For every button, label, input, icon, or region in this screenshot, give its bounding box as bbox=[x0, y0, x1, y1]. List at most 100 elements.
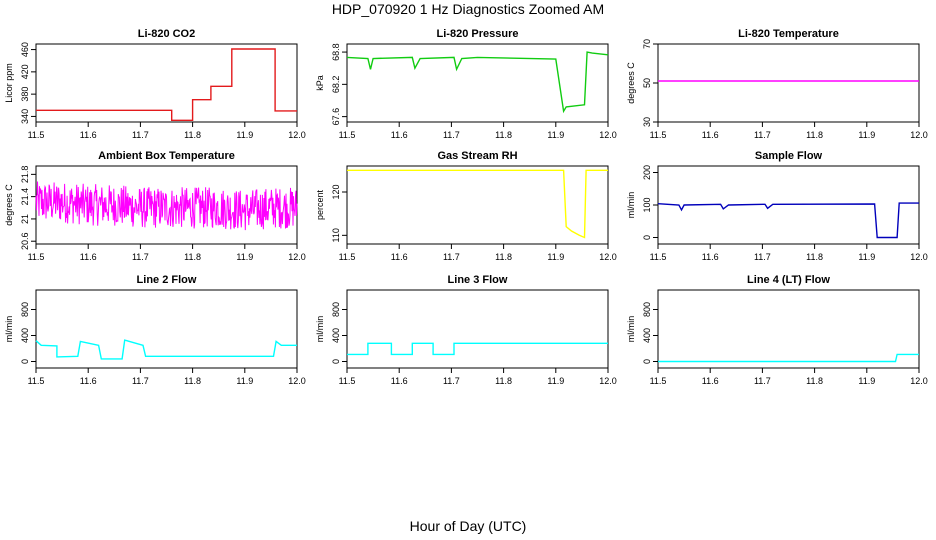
y-tick-label: 0 bbox=[20, 359, 30, 364]
x-tick-label: 11.7 bbox=[754, 130, 771, 140]
y-axis-label: ml/min bbox=[315, 316, 325, 343]
y-tick-label: 21.8 bbox=[20, 166, 30, 184]
x-tick-label: 12.0 bbox=[910, 130, 928, 140]
x-tick-label: 11.9 bbox=[547, 376, 564, 386]
x-tick-label: 11.5 bbox=[650, 130, 667, 140]
series-line bbox=[657, 202, 919, 239]
y-tick-label: 800 bbox=[20, 302, 30, 317]
panel-title: Sample Flow bbox=[755, 150, 823, 162]
x-tick-label: 11.8 bbox=[184, 252, 201, 262]
panel-title: Ambient Box Temperature bbox=[98, 150, 235, 162]
x-tick-label: 11.5 bbox=[28, 376, 45, 386]
y-tick-label: 67.6 bbox=[331, 108, 341, 126]
x-tick-label: 11.8 bbox=[806, 130, 823, 140]
panel-9: Line 4 (LT) Flow 11.5 11.6 11.7 11.8 11.9 12.0… bbox=[626, 274, 928, 386]
x-tick-label: 11.7 bbox=[443, 376, 460, 386]
series-line bbox=[346, 51, 609, 114]
x-tick-label: 11.5 bbox=[28, 130, 45, 140]
y-tick-label: 0 bbox=[331, 359, 341, 364]
plot-frame bbox=[346, 43, 609, 123]
panel-title: Li-820 Pressure bbox=[437, 28, 519, 40]
x-tick-label: 11.9 bbox=[858, 130, 875, 140]
x-tick-label: 12.0 bbox=[910, 376, 928, 386]
y-tick-label: 20.6 bbox=[20, 232, 30, 250]
x-tick-label: 11.5 bbox=[650, 376, 667, 386]
panel-5: Gas Stream RH 11.5 11.6 11.7 11.8 11.9 12.0 110… bbox=[315, 150, 617, 262]
y-axis-label: ml/min bbox=[626, 316, 636, 343]
x-tick-label: 11.7 bbox=[754, 376, 771, 386]
plot-frame bbox=[346, 165, 609, 245]
x-tick-label: 11.9 bbox=[547, 130, 564, 140]
x-tick-label: 11.6 bbox=[702, 130, 719, 140]
panel-3: Li-820 Temperature 11.5 11.6 11.7 11.8 11.9 12… bbox=[626, 28, 928, 140]
y-tick-label: 100 bbox=[642, 197, 652, 212]
panel-2: Li-820 Pressure 11.5 11.6 11.7 11.8 11.9 12.0 6… bbox=[315, 28, 617, 140]
x-tick-label: 11.6 bbox=[702, 252, 719, 262]
x-tick-label: 11.7 bbox=[754, 252, 771, 262]
panel-4: Ambient Box Temperature 11.5 11.6 11.7 11.8 1… bbox=[4, 150, 306, 262]
series-line bbox=[658, 353, 919, 363]
x-tick-label: 11.6 bbox=[391, 376, 408, 386]
y-tick-label: 0 bbox=[642, 235, 652, 240]
y-axis-label: degrees C bbox=[4, 184, 14, 226]
y-tick-label: 21 bbox=[20, 214, 30, 224]
x-axis-caption: Hour of Day (UTC) bbox=[409, 518, 527, 534]
y-tick-label: 50 bbox=[642, 78, 652, 88]
y-tick-label: 0 bbox=[642, 359, 652, 364]
x-tick-label: 11.5 bbox=[339, 376, 356, 386]
panel-title: Line 2 Flow bbox=[137, 274, 197, 286]
x-tick-label: 11.6 bbox=[80, 252, 97, 262]
x-tick-label: 11.9 bbox=[858, 376, 875, 386]
x-tick-label: 12.0 bbox=[288, 252, 306, 262]
x-tick-label: 11.7 bbox=[443, 130, 460, 140]
y-tick-label: 110 bbox=[331, 228, 341, 242]
x-tick-label: 11.8 bbox=[806, 252, 823, 262]
y-tick-label: 380 bbox=[20, 87, 30, 102]
y-tick-label: 400 bbox=[331, 328, 341, 343]
panel-title: Li-820 Temperature bbox=[738, 28, 839, 40]
x-tick-label: 11.8 bbox=[495, 376, 512, 386]
series-line bbox=[347, 169, 608, 239]
y-axis-label: Licor ppm bbox=[4, 63, 14, 103]
plot-frame bbox=[657, 289, 920, 369]
y-tick-label: 460 bbox=[20, 42, 30, 57]
panel-title: Li-820 CO2 bbox=[138, 28, 195, 40]
y-tick-label: 68.2 bbox=[331, 76, 341, 94]
x-tick-label: 11.8 bbox=[495, 130, 512, 140]
x-tick-label: 12.0 bbox=[599, 376, 617, 386]
y-tick-label: 340 bbox=[20, 109, 30, 124]
y-axis-label: degrees C bbox=[626, 62, 636, 104]
y-tick-label: 800 bbox=[642, 302, 652, 317]
plot-frame bbox=[657, 43, 920, 123]
x-tick-label: 11.8 bbox=[495, 252, 512, 262]
x-tick-label: 12.0 bbox=[599, 130, 617, 140]
x-tick-label: 11.8 bbox=[184, 376, 201, 386]
x-tick-label: 11.7 bbox=[132, 376, 149, 386]
x-tick-label: 12.0 bbox=[288, 376, 306, 386]
y-axis-label: ml/min bbox=[4, 316, 14, 343]
y-tick-label: 30 bbox=[642, 117, 652, 127]
x-tick-label: 11.8 bbox=[806, 376, 823, 386]
x-tick-label: 11.6 bbox=[391, 130, 408, 140]
x-tick-label: 12.0 bbox=[599, 252, 617, 262]
y-axis-label: ml/min bbox=[626, 192, 636, 219]
x-tick-label: 12.0 bbox=[288, 130, 306, 140]
x-tick-label: 11.8 bbox=[184, 130, 201, 140]
panel-title: Line 4 (LT) Flow bbox=[747, 274, 830, 286]
plot-frame bbox=[35, 289, 298, 369]
x-tick-label: 11.5 bbox=[28, 252, 45, 262]
x-tick-label: 11.6 bbox=[391, 252, 408, 262]
x-tick-label: 11.9 bbox=[236, 252, 253, 262]
x-tick-label: 11.9 bbox=[547, 252, 564, 262]
y-tick-label: 400 bbox=[20, 328, 30, 343]
series-line bbox=[36, 48, 297, 122]
x-tick-label: 11.7 bbox=[132, 130, 149, 140]
y-axis-label: percent bbox=[315, 189, 325, 220]
panel-1: Li-820 CO2 11.5 11.6 11.7 11.8 11.9 12.0 340 380… bbox=[4, 28, 306, 140]
x-tick-label: 11.6 bbox=[80, 130, 97, 140]
panel-8: Line 3 Flow 11.5 11.6 11.7 11.8 11.9 12.0 0 400 8… bbox=[315, 274, 617, 386]
x-tick-label: 11.5 bbox=[650, 252, 667, 262]
y-tick-label: 420 bbox=[20, 64, 30, 79]
x-tick-label: 11.6 bbox=[702, 376, 719, 386]
